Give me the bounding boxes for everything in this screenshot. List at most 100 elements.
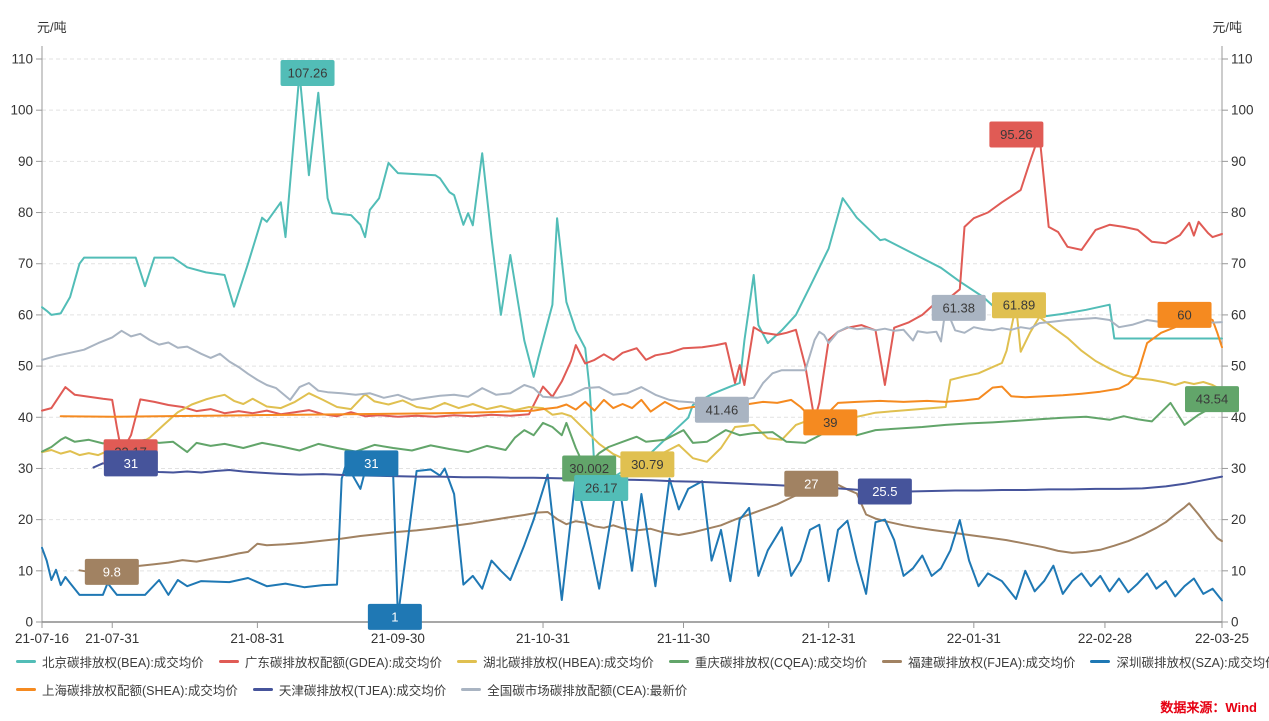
annotation-label: 60 bbox=[1177, 307, 1191, 322]
series-line-CQEA bbox=[41, 398, 1223, 470]
chart-legend: 北京碳排放权(BEA):成交均价 广东碳排放权配额(GDEA):成交均价 湖北碳排放… bbox=[16, 652, 1269, 708]
legend-item-sza: 深圳碳排放权(SZA):成交均价 bbox=[1090, 652, 1269, 671]
legend-item-tjea: 天津碳排放权(TJEA):成交均价 bbox=[252, 680, 447, 699]
legend-swatch-icon bbox=[1090, 660, 1111, 663]
annotation-41.46: 41.46 bbox=[694, 396, 749, 423]
x-tick-label: 21-11-30 bbox=[657, 631, 710, 646]
annotation-27: 27 bbox=[784, 470, 839, 497]
y-tick-label-left: 60 bbox=[18, 307, 33, 322]
x-tick-label: 21-09-30 bbox=[371, 631, 425, 646]
legend-label: 福建碳排放权(FJEA):成交均价 bbox=[908, 656, 1076, 670]
y-tick-label-left: 110 bbox=[11, 52, 33, 67]
y-tick-label-left: 50 bbox=[18, 359, 33, 374]
annotation-label: 27 bbox=[804, 476, 818, 491]
annotation-30.79: 30.79 bbox=[620, 451, 675, 478]
annotation-label: 95.26 bbox=[1000, 127, 1033, 142]
annotation-label: 61.89 bbox=[1003, 298, 1036, 313]
series-line-GDEA bbox=[41, 133, 1223, 454]
annotation-60: 60 bbox=[1157, 301, 1212, 328]
y-tick-label-right: 50 bbox=[1231, 359, 1246, 374]
legend-item-fjea: 福建碳排放权(FJEA):成交均价 bbox=[882, 652, 1075, 671]
series-line-SZA bbox=[41, 462, 1223, 618]
annotation-label: 30.79 bbox=[631, 457, 664, 472]
legend-label: 北京碳排放权(BEA):成交均价 bbox=[42, 656, 204, 670]
annotation-label: 30.002 bbox=[569, 461, 609, 476]
y-axis-unit-left: 元/吨 bbox=[37, 20, 67, 35]
annotation-label: 41.46 bbox=[706, 402, 739, 417]
legend-swatch-icon bbox=[882, 660, 903, 663]
y-tick-label-right: 0 bbox=[1231, 615, 1239, 630]
x-tick-label: 21-12-31 bbox=[802, 631, 856, 646]
annotation-107.26: 107.26 bbox=[280, 60, 335, 87]
y-tick-label-right: 10 bbox=[1231, 563, 1246, 578]
y-tick-label-left: 0 bbox=[25, 615, 33, 630]
annotation-label: 1 bbox=[391, 609, 398, 624]
y-tick-label-right: 110 bbox=[1231, 52, 1253, 67]
legend-swatch-icon bbox=[252, 688, 273, 691]
series-line-HBEA bbox=[41, 304, 1223, 466]
legend-swatch-icon bbox=[461, 688, 482, 691]
x-tick-label: 21-08-31 bbox=[230, 631, 284, 646]
annotation-label: 61.38 bbox=[942, 300, 975, 315]
annotation-label: 9.8 bbox=[103, 564, 121, 579]
annotation-1: 1 bbox=[367, 603, 422, 630]
x-tick-label: 22-03-25 bbox=[1195, 631, 1249, 646]
legend-label: 深圳碳排放权(SZA):成交均价 bbox=[1116, 656, 1269, 670]
legend-swatch-icon bbox=[457, 660, 478, 663]
annotation-label: 25.5 bbox=[872, 484, 897, 499]
y-axis-unit-right: 元/吨 bbox=[1212, 20, 1242, 35]
legend-row: 上海碳排放权配额(SHEA):成交均价 天津碳排放权(TJEA):成交均价 全国碳市… bbox=[16, 680, 1256, 699]
x-tick-label: 21-07-31 bbox=[85, 631, 139, 646]
y-tick-label-right: 100 bbox=[1231, 103, 1254, 118]
annotation-9.8: 9.8 bbox=[84, 558, 139, 585]
y-tick-label-right: 90 bbox=[1231, 154, 1246, 169]
legend-swatch-icon bbox=[16, 688, 36, 691]
annotation-61.89: 61.89 bbox=[991, 292, 1046, 319]
annotation-30.002: 30.002 bbox=[562, 455, 617, 482]
legend-row: 北京碳排放权(BEA):成交均价 广东碳排放权配额(GDEA):成交均价 湖北碳排放… bbox=[16, 652, 1269, 671]
series-line-BEA bbox=[41, 72, 1223, 490]
y-tick-label-left: 100 bbox=[10, 103, 33, 118]
series-line-CEA bbox=[41, 306, 1223, 411]
x-tick-label: 21-10-31 bbox=[516, 631, 570, 646]
legend-label: 湖北碳排放权(HBEA):成交均价 bbox=[483, 656, 654, 670]
annotation-label: 107.26 bbox=[288, 66, 328, 81]
legend-label: 上海碳排放权配额(SHEA):成交均价 bbox=[42, 684, 238, 698]
legend-label: 全国碳市场碳排放配额(CEA):最新价 bbox=[487, 684, 688, 698]
y-tick-label-left: 20 bbox=[18, 512, 33, 527]
annotation-label: 26.17 bbox=[585, 481, 618, 496]
annotation-95.26: 95.26 bbox=[989, 121, 1044, 148]
annotation-label: 39 bbox=[823, 415, 837, 430]
y-tick-label-left: 70 bbox=[18, 256, 33, 271]
y-tick-label-right: 70 bbox=[1231, 256, 1246, 271]
y-tick-label-right: 30 bbox=[1231, 461, 1246, 476]
legend-swatch-icon bbox=[16, 660, 36, 663]
annotation-31: 31 bbox=[103, 450, 158, 477]
annotation-61.38: 61.38 bbox=[931, 294, 986, 321]
annotation-26.17: 26.17 bbox=[574, 475, 629, 502]
y-tick-label-right: 80 bbox=[1231, 205, 1246, 220]
legend-item-cea: 全国碳市场碳排放配额(CEA):最新价 bbox=[461, 680, 687, 699]
annotation-39: 39 bbox=[803, 409, 858, 436]
x-tick-label: 22-02-28 bbox=[1078, 631, 1132, 646]
series-line-SHEA bbox=[59, 313, 1223, 424]
legend-item-shea: 上海碳排放权配额(SHEA):成交均价 bbox=[16, 680, 238, 699]
annotation-label: 43.54 bbox=[1196, 392, 1229, 407]
legend-item-hbea: 湖北碳排放权(HBEA):成交均价 bbox=[457, 652, 654, 671]
annotation-label: 31 bbox=[124, 456, 138, 471]
annotation-31: 31 bbox=[344, 450, 399, 477]
legend-label: 重庆碳排放权(CQEA):成交均价 bbox=[694, 656, 868, 670]
y-tick-label-left: 80 bbox=[18, 205, 33, 220]
y-tick-label-right: 60 bbox=[1231, 307, 1246, 322]
legend-swatch-icon bbox=[668, 660, 689, 663]
series-line-FJEA bbox=[78, 482, 1223, 573]
y-tick-label-right: 20 bbox=[1231, 512, 1246, 527]
annotation-label: 31 bbox=[364, 456, 378, 471]
legend-swatch-icon bbox=[218, 660, 239, 663]
data-source-note: 数据来源：Wind bbox=[1160, 700, 1257, 715]
annotation-43.54: 43.54 bbox=[1185, 386, 1239, 413]
annotation-25.5: 25.5 bbox=[857, 478, 912, 505]
y-tick-label-left: 10 bbox=[18, 563, 33, 578]
legend-label: 天津碳排放权(TJEA):成交均价 bbox=[278, 684, 447, 698]
